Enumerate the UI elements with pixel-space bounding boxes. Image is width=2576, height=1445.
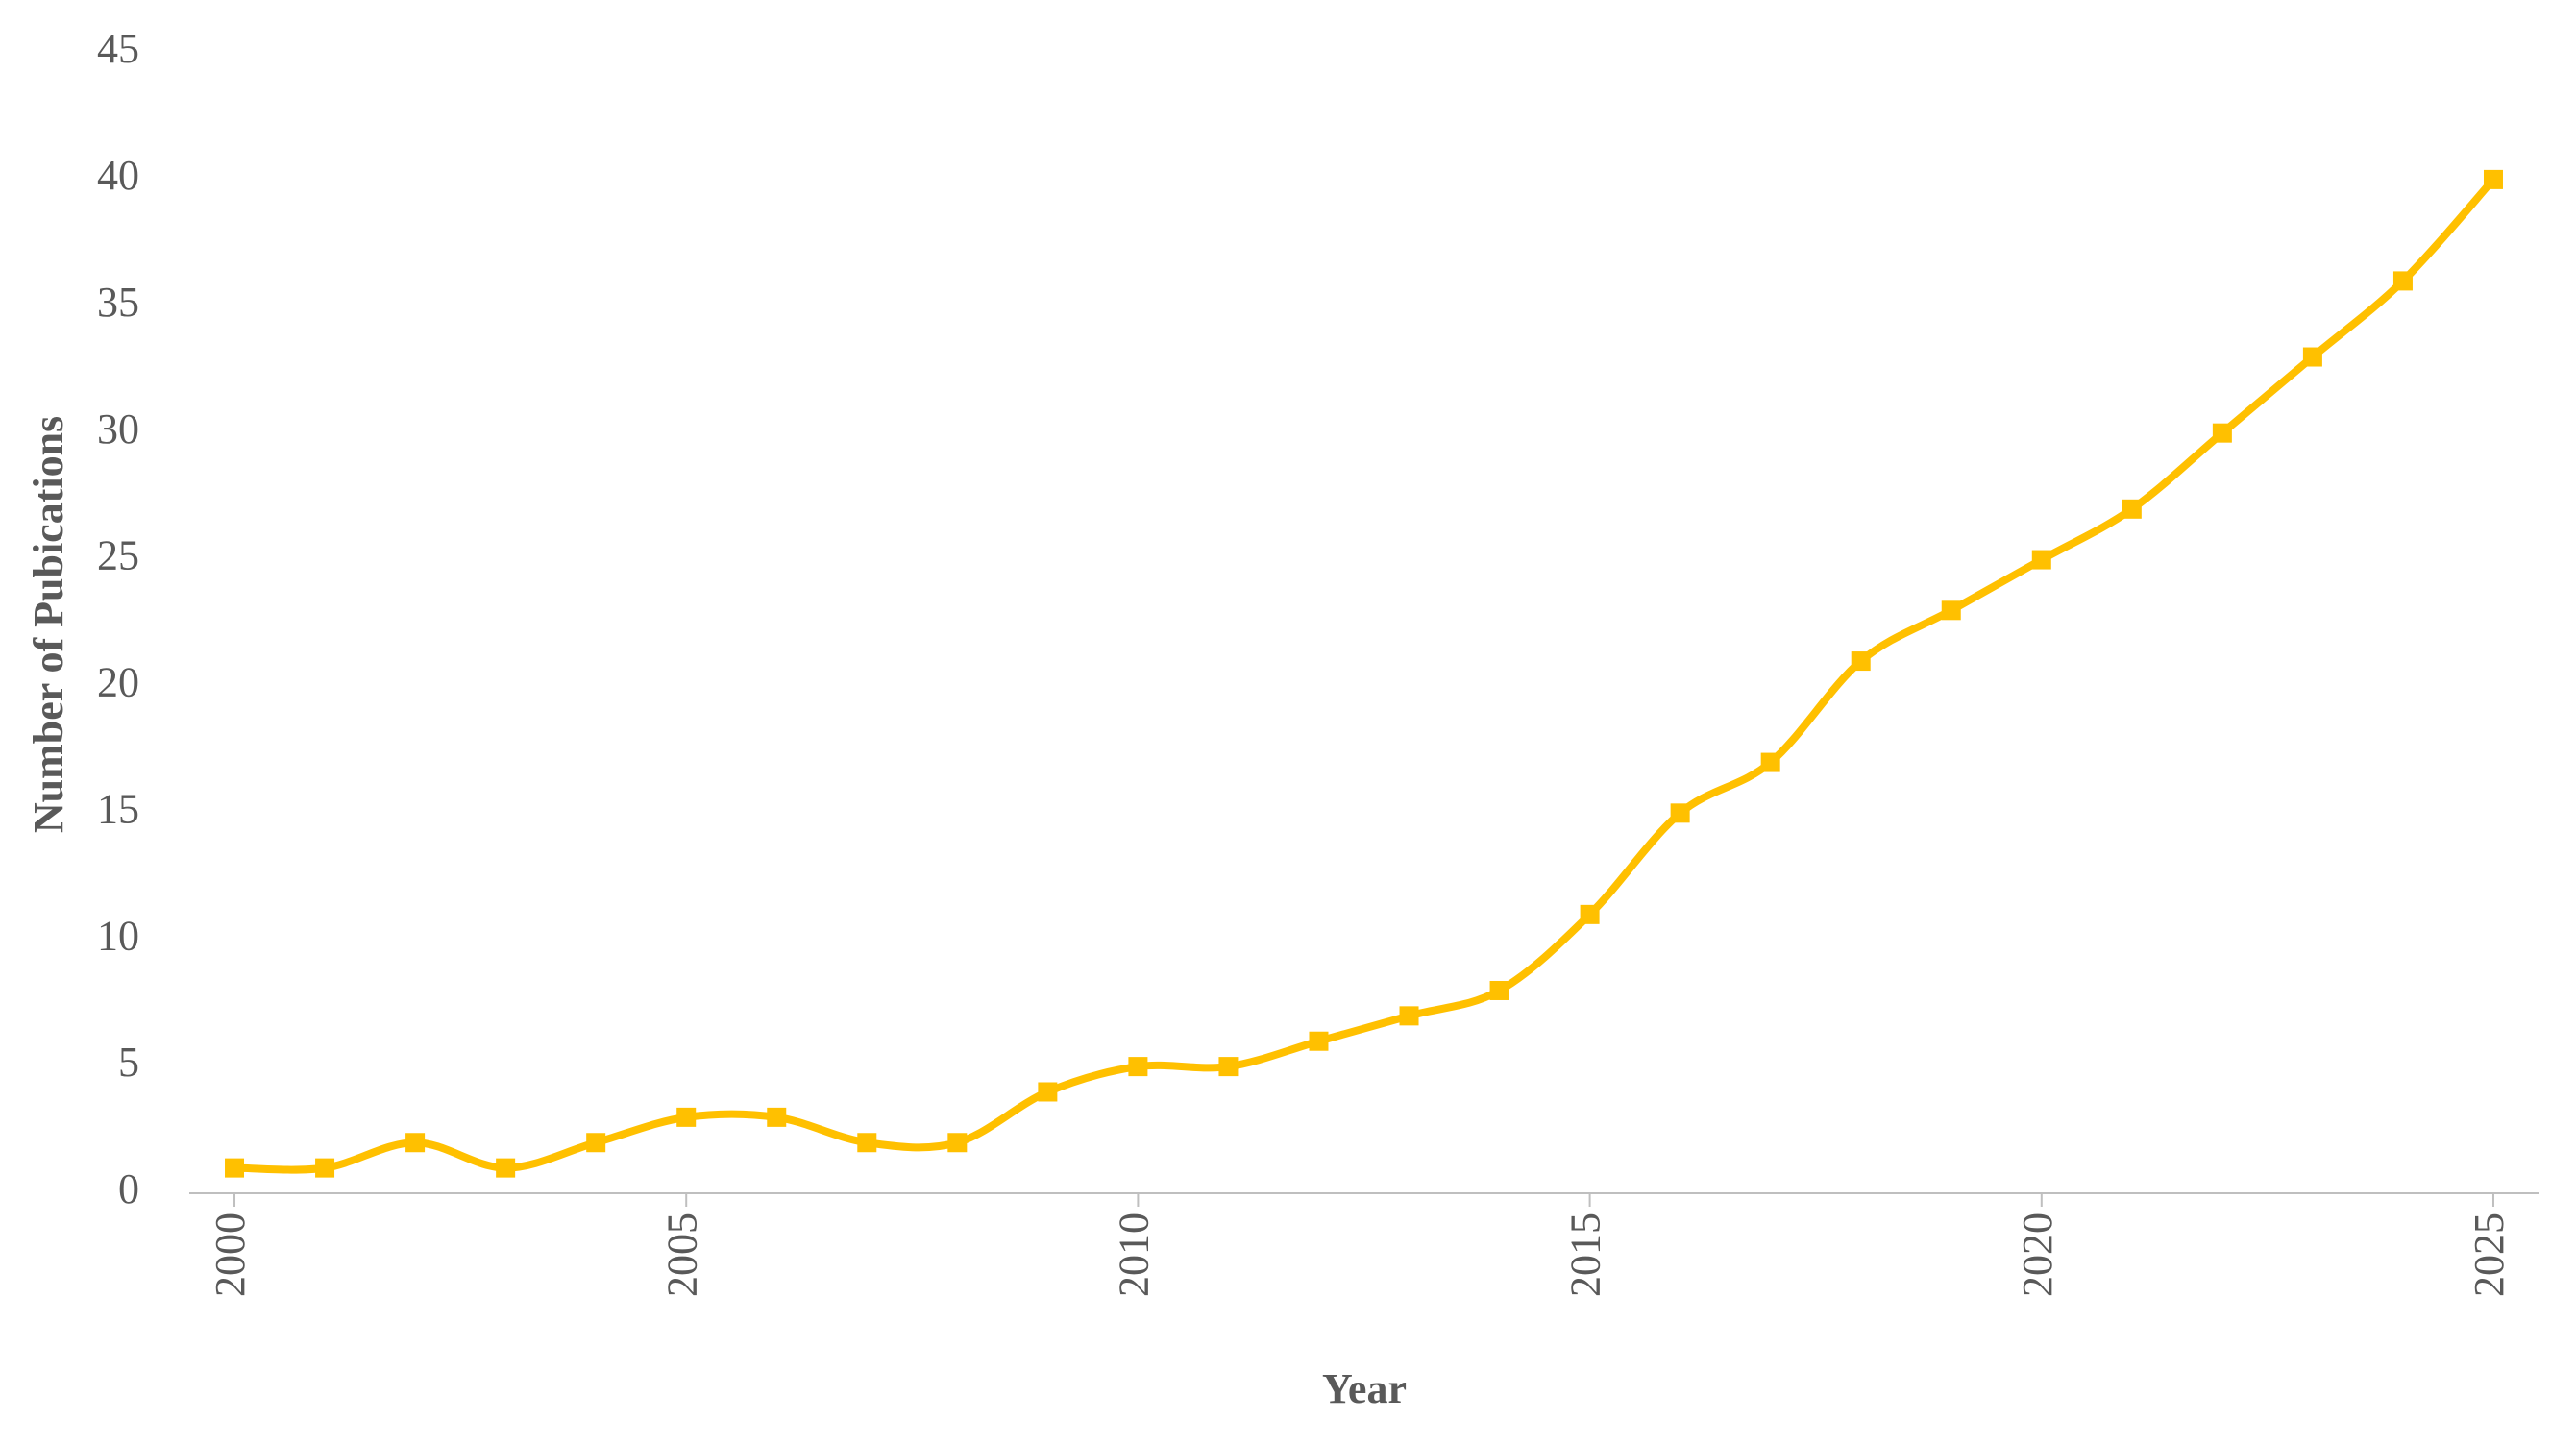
y-tick-label: 35	[97, 279, 139, 326]
x-tick-label: 2005	[658, 1212, 705, 1297]
y-tick-label: 40	[97, 152, 139, 199]
marker	[405, 1133, 426, 1153]
y-tick-label: 10	[97, 912, 139, 959]
marker	[2302, 347, 2322, 367]
y-tick-label: 15	[97, 785, 139, 832]
marker	[2392, 271, 2413, 291]
y-tick-label: 5	[118, 1039, 139, 1086]
y-tick-label: 45	[97, 25, 139, 72]
line	[233, 177, 2496, 1174]
marker	[676, 1107, 697, 1127]
marker	[1218, 1057, 1239, 1077]
y-tick-label: 0	[118, 1165, 139, 1212]
x-tick-label: 2015	[1562, 1212, 1609, 1297]
marker	[1128, 1057, 1148, 1077]
marker	[2212, 423, 2232, 443]
x-tick-label: 2020	[2014, 1212, 2061, 1297]
marker	[1309, 1031, 1329, 1051]
marker	[767, 1107, 787, 1127]
marker	[857, 1133, 877, 1153]
x-axis-title: Year	[1322, 1365, 1407, 1412]
marker	[225, 1158, 245, 1178]
marker	[1760, 752, 1780, 772]
marker	[1399, 1006, 1419, 1026]
y-axis-title: Number of Pubications	[25, 416, 72, 833]
x-tick-label: 2010	[1110, 1212, 1157, 1297]
y-tick-label: 25	[97, 532, 139, 579]
marker	[586, 1133, 606, 1153]
marker	[2483, 169, 2503, 189]
y-tick-label: 20	[97, 659, 139, 706]
marker	[2031, 550, 2051, 570]
marker	[947, 1133, 968, 1153]
marker	[315, 1158, 335, 1178]
y-tick-label: 30	[97, 405, 139, 453]
marker	[1851, 651, 1871, 672]
marker	[1580, 904, 1600, 924]
marker	[1941, 600, 1961, 621]
marker	[1670, 803, 1690, 823]
x-tick-label: 2000	[207, 1212, 254, 1297]
marker	[1038, 1082, 1058, 1102]
marker	[2122, 499, 2142, 519]
x-tick-label: 2025	[2466, 1212, 2513, 1297]
marker	[1489, 980, 1509, 1000]
marker	[496, 1158, 516, 1178]
